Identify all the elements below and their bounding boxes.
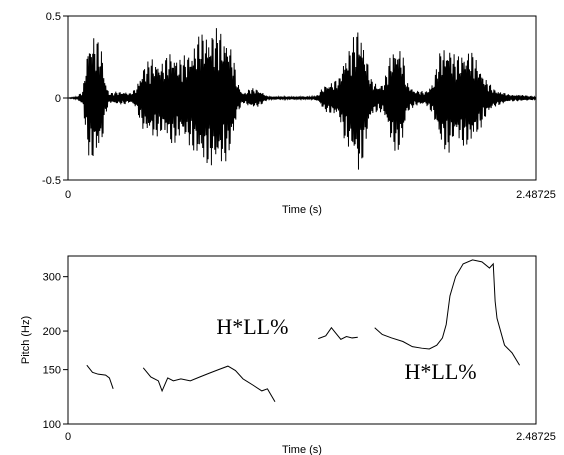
waveform-y-ticks: 0.5 0 -0.5 [42,11,68,187]
pitch-y-tick-label: 300 [43,272,61,284]
pitch-y-tick-label: 150 [43,365,61,377]
waveform-x-axis-title: Time (s) [282,204,322,216]
waveform-trace [67,28,537,170]
pitch-x-max-label: 2.48725 [516,431,556,443]
tone-annotation: H*LL% [405,359,477,384]
waveform-x-max-label: 2.48725 [516,189,556,201]
pitch-annotations: H*LL% H*LL% [216,314,476,384]
pitch-panel: 100 150 200 300 H*LL% H*LL% 0 2.48725 Time (… [20,255,556,455]
pitch-x-axis-title: Time (s) [282,444,322,455]
pitch-y-tick-label: 200 [43,326,61,338]
pitch-contour-segment [318,326,358,340]
pitch-contour-segment [86,364,114,389]
waveform-y-tick-label: 0 [55,93,61,105]
pitch-contour-segment [142,365,276,403]
pitch-contour-segment [374,259,521,366]
waveform-panel: 0.5 0 -0.5 0 2.48725 Time (s) [42,11,556,216]
waveform-x-min-label: 0 [65,189,71,201]
pitch-contour [86,259,521,403]
pitch-x-min-label: 0 [65,431,71,443]
waveform-y-tick-label: 0.5 [46,11,61,23]
tone-annotation: H*LL% [216,314,288,339]
pitch-y-ticks: 100 150 200 300 [43,272,68,431]
pitch-plot-frame [67,255,537,425]
pitch-y-axis-title: Pitch (Hz) [20,316,32,364]
pitch-y-tick-label: 100 [43,419,61,431]
waveform-y-tick-label: -0.5 [42,175,61,187]
